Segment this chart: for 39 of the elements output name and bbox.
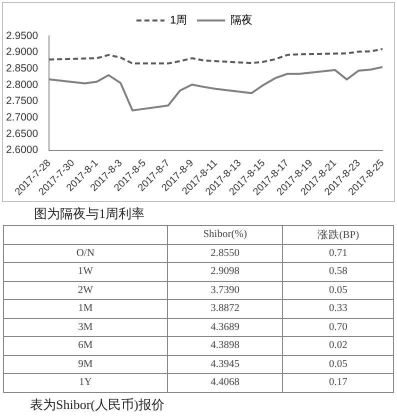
category-label: 1M [4, 300, 168, 318]
category-label: 6M [4, 336, 168, 355]
line-series [49, 48, 383, 64]
data-label: 4.3689 [167, 318, 283, 336]
category-label: O/N [4, 244, 168, 262]
category-label: 9M [4, 355, 168, 374]
data-label: 0.71 [282, 244, 394, 262]
data-label: 0.58 [282, 262, 394, 281]
data-label: 3.7390 [167, 281, 283, 300]
y-tick-label: 2.9000 [6, 46, 38, 58]
text: Shibor(%) [167, 226, 283, 244]
y-tick-label: 2.6000 [6, 144, 38, 156]
legend-label: 隔夜 [230, 14, 253, 27]
data-label: 0.33 [282, 300, 394, 318]
data-label: 4.4068 [167, 374, 283, 392]
data-label: 2.9098 [167, 262, 283, 281]
text: 图为隔夜与1周利率 [33, 205, 146, 223]
y-tick-label: 2.8000 [6, 78, 38, 91]
text: 表为Shibor(人民币)报价 [29, 396, 166, 414]
y-tick-label: 2.7500 [6, 95, 38, 108]
data-label: 0.02 [282, 336, 394, 355]
y-tick-label: 2.6500 [6, 128, 38, 140]
category-label: 1W [4, 262, 168, 281]
category-label: 3M [4, 318, 168, 336]
y-tick-label: 2.7000 [6, 112, 38, 124]
data-label: 0.05 [282, 355, 394, 374]
data-label: 4.3945 [167, 355, 283, 374]
category-label: 2W [4, 281, 168, 300]
text: 涨跌(BP) [282, 226, 394, 244]
category-label: 1Y [4, 374, 168, 392]
data-label: 0.17 [282, 374, 394, 392]
data-label: 2.8550 [167, 244, 283, 262]
y-tick-label: 2.8500 [6, 62, 38, 75]
data-label: 4.3898 [167, 336, 283, 355]
y-tick-label: 2.9500 [6, 30, 38, 42]
data-label: 3.8872 [167, 300, 283, 318]
data-label: 0.05 [282, 281, 394, 300]
data-label: 0.70 [282, 318, 394, 336]
legend-label: 1周 [170, 14, 188, 27]
